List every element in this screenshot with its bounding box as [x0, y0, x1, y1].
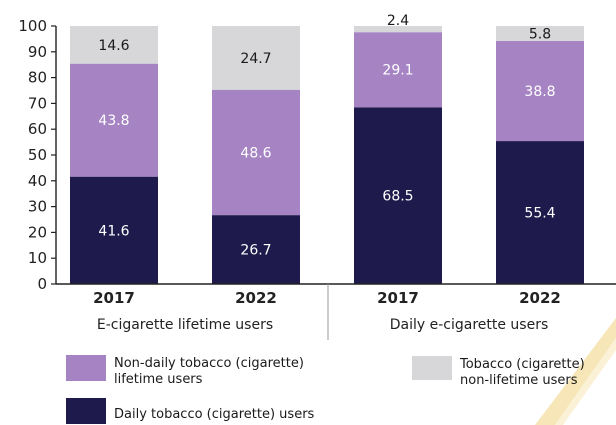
- bar-segment: [212, 89, 300, 216]
- bar-value-label: 5.8: [529, 26, 551, 42]
- bar-segment: [354, 32, 442, 108]
- legend-label-daily: Daily tobacco (cigarette) users: [114, 407, 315, 422]
- legend: Non-daily tobacco (cigarette) lifetime u…: [66, 355, 585, 424]
- x-tick-label: 2017: [93, 289, 135, 307]
- y-tick-label: 70: [28, 94, 47, 112]
- bar-segment: [212, 215, 300, 284]
- bar-value-label: 48.6: [240, 145, 271, 161]
- bar-value-label: 26.7: [240, 243, 271, 259]
- y-tick-label: 40: [28, 172, 47, 190]
- bar-value-label: 24.7: [240, 51, 271, 67]
- bar-segment: [496, 141, 584, 284]
- bar-segment: [496, 40, 584, 142]
- y-tick-label: 90: [28, 43, 47, 61]
- bar-value-label: 55.4: [524, 206, 555, 222]
- legend-label-non-lifetime-line2: non-lifetime users: [460, 373, 578, 388]
- bar-value-label: 68.5: [382, 189, 413, 205]
- bar-segment: [212, 26, 300, 90]
- y-tick-label: 30: [28, 198, 47, 216]
- legend-label-non-daily-line1: Non-daily tobacco (cigarette): [114, 356, 304, 371]
- legend-label-non-daily-line2: lifetime users: [114, 372, 203, 387]
- x-group-label: Daily e-cigarette users: [390, 317, 549, 333]
- y-tick-label: 80: [28, 69, 47, 87]
- bar-segment: [496, 26, 584, 41]
- bar-segment: [70, 176, 158, 284]
- y-tick-label: 100: [18, 17, 47, 35]
- bar-segment: [354, 26, 442, 33]
- bar-value-label: 29.1: [382, 63, 413, 79]
- legend-swatch-daily: [66, 398, 106, 424]
- y-tick-label: 50: [28, 146, 47, 164]
- bar-value-label: 38.8: [524, 84, 555, 100]
- y-axis: 0 10 20 30 40 50 60 70 80 90 100: [18, 17, 57, 293]
- legend-swatch-non-daily: [66, 355, 106, 381]
- y-tick-label: 60: [28, 120, 47, 138]
- bars-layer: 41.6 43.8 14.6 26.7 48.6 24.7 68.5 29.1 2.4 55.4 3…: [70, 13, 584, 285]
- x-axis: 2017 2022 2017 2022 E-cigarette lifetime use…: [56, 283, 616, 340]
- bar-value-label: 41.6: [98, 223, 129, 239]
- x-tick-label: 2022: [235, 289, 277, 307]
- x-tick-label: 2022: [519, 289, 561, 307]
- x-group-label: E-cigarette lifetime users: [97, 317, 273, 333]
- bar-value-label: 2.4: [387, 13, 409, 29]
- y-tick-label: 20: [28, 223, 47, 241]
- bar-segment: [70, 26, 158, 64]
- bar-segment: [70, 63, 158, 177]
- bar-value-label: 14.6: [98, 38, 129, 54]
- bar-value-label: 43.8: [98, 113, 129, 129]
- bar-segment: [354, 107, 442, 285]
- legend-swatch-non-lifetime: [412, 356, 452, 380]
- y-tick-label: 10: [28, 249, 47, 267]
- x-tick-label: 2017: [377, 289, 419, 307]
- y-tick-label: 0: [37, 275, 47, 293]
- legend-label-non-lifetime-line1: Tobacco (cigarette): [459, 357, 585, 372]
